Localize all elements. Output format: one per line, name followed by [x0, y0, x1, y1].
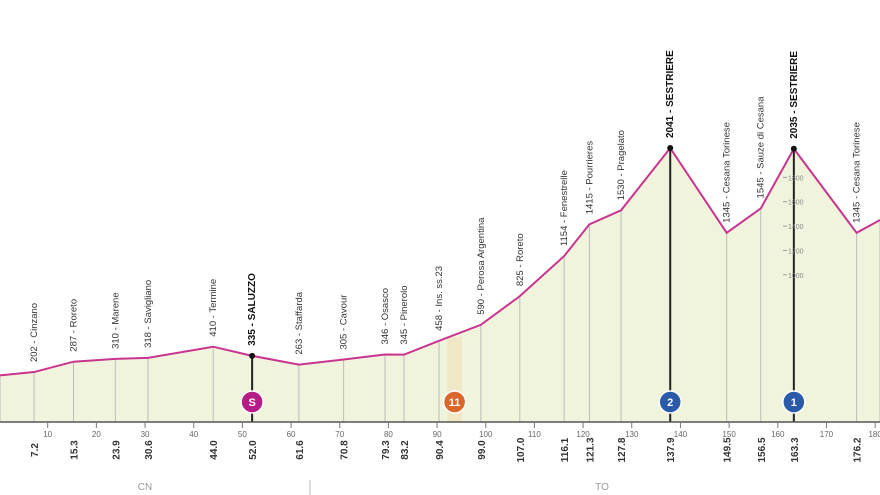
x-tick-label: 170: [820, 430, 834, 439]
x-tick-label: 90: [433, 430, 442, 439]
y-tick-label: 1000: [788, 273, 804, 280]
km-label: 70.8: [340, 440, 351, 460]
region-label: TO: [595, 482, 609, 493]
km-label: 121.3: [585, 437, 596, 462]
x-tick-label: 180: [868, 430, 880, 439]
x-tick-label: 140: [674, 430, 688, 439]
point-label: 305 - Cavour: [339, 295, 350, 350]
point-label: 346 - Osasco: [380, 288, 391, 345]
x-tick-label: 80: [384, 430, 393, 439]
point-label: 1530 - Pragelato: [616, 130, 627, 200]
y-tick-label: 1400: [788, 224, 804, 231]
point-label: 318 - Savigliano: [143, 280, 154, 348]
x-tick-label: 130: [625, 430, 639, 439]
x-tick-label: 100: [479, 430, 493, 439]
km-label: 176.2: [853, 437, 864, 462]
point-label: 310 - Marene: [110, 292, 121, 349]
profile-line: [0, 146, 880, 377]
km-label: 156.5: [757, 437, 768, 462]
point-label: 202 - Cinzano: [29, 303, 40, 362]
point-label: 458 - Ins. ss.23: [434, 266, 445, 331]
marker-label: 11: [449, 397, 461, 409]
km-label: 15.3: [69, 440, 80, 460]
profile-area: [0, 148, 880, 423]
point: [667, 145, 674, 152]
point-label: 1545 - Sauze di Cesana: [756, 96, 767, 199]
km-label: 149.5: [723, 437, 734, 462]
km-label: 90.4: [435, 440, 446, 460]
km-label: 52.0: [248, 440, 259, 460]
stage-marker: [658, 390, 682, 414]
point-label: 345 - Pinerolo: [399, 285, 410, 344]
km-label: 30.6: [144, 440, 155, 460]
point-label: 590 - Perosa Argentina: [476, 217, 487, 315]
km-label: 7.2: [30, 443, 41, 457]
point-label: 263 - Staffarda: [294, 291, 305, 354]
point-label: 410 - Termine: [208, 279, 219, 337]
point-label: 335 - SALUZZO: [247, 273, 258, 346]
x-tick-label: 30: [141, 430, 150, 439]
point-label: 1154 - Fenestrelle: [559, 170, 570, 246]
km-label: 83.2: [400, 440, 411, 460]
point-label: 2041 - SESTRIERE: [665, 50, 676, 138]
point-label: 1415 - Pourrieres: [584, 141, 595, 215]
stage-marker: [240, 390, 264, 414]
x-tick-label: 150: [722, 430, 736, 439]
km-label: 61.6: [295, 440, 306, 460]
x-tick-label: 10: [43, 430, 52, 439]
x-tick-label: 40: [189, 430, 198, 439]
km-label: 137.9: [666, 437, 677, 462]
point-label: 1345 - Cesana Torinese: [722, 122, 733, 223]
point-label: 1345 - Cesana Torinese: [852, 122, 863, 223]
region-label: CN: [138, 482, 152, 493]
y-tick-label: 1800: [788, 175, 804, 182]
x-tick-label: 50: [238, 430, 247, 439]
km-label: 116.1: [560, 437, 571, 462]
x-tick-label: 20: [92, 430, 101, 439]
x-tick-label: 60: [287, 430, 296, 439]
y-tick-label: 1200: [788, 248, 804, 255]
km-label: 79.3: [381, 440, 392, 460]
point-label: 825 - Roreto: [515, 233, 526, 286]
km-label: 44.0: [209, 440, 220, 460]
stage-marker: [782, 390, 806, 414]
point: [790, 145, 797, 152]
marker-label: 1: [791, 397, 797, 409]
marker-label: 2: [667, 397, 673, 409]
km-label: 99.0: [477, 440, 488, 460]
marker-label: S: [248, 397, 255, 409]
km-label: 23.9: [111, 440, 122, 460]
x-tick-label: 110: [528, 430, 541, 439]
x-tick-label: 160: [771, 430, 785, 439]
point-label: 2035 - SESTRIERE: [789, 51, 800, 139]
point-label: 287 - Roreto: [68, 299, 79, 352]
point: [249, 352, 256, 359]
km-label: 163.3: [790, 437, 801, 462]
y-tick-label: 1600: [788, 200, 804, 207]
x-tick-label: 70: [335, 430, 344, 439]
km-label: 107.0: [516, 437, 527, 462]
x-tick-label: 120: [576, 430, 590, 439]
km-label: 127.8: [617, 437, 628, 462]
stage-marker: [442, 390, 467, 414]
